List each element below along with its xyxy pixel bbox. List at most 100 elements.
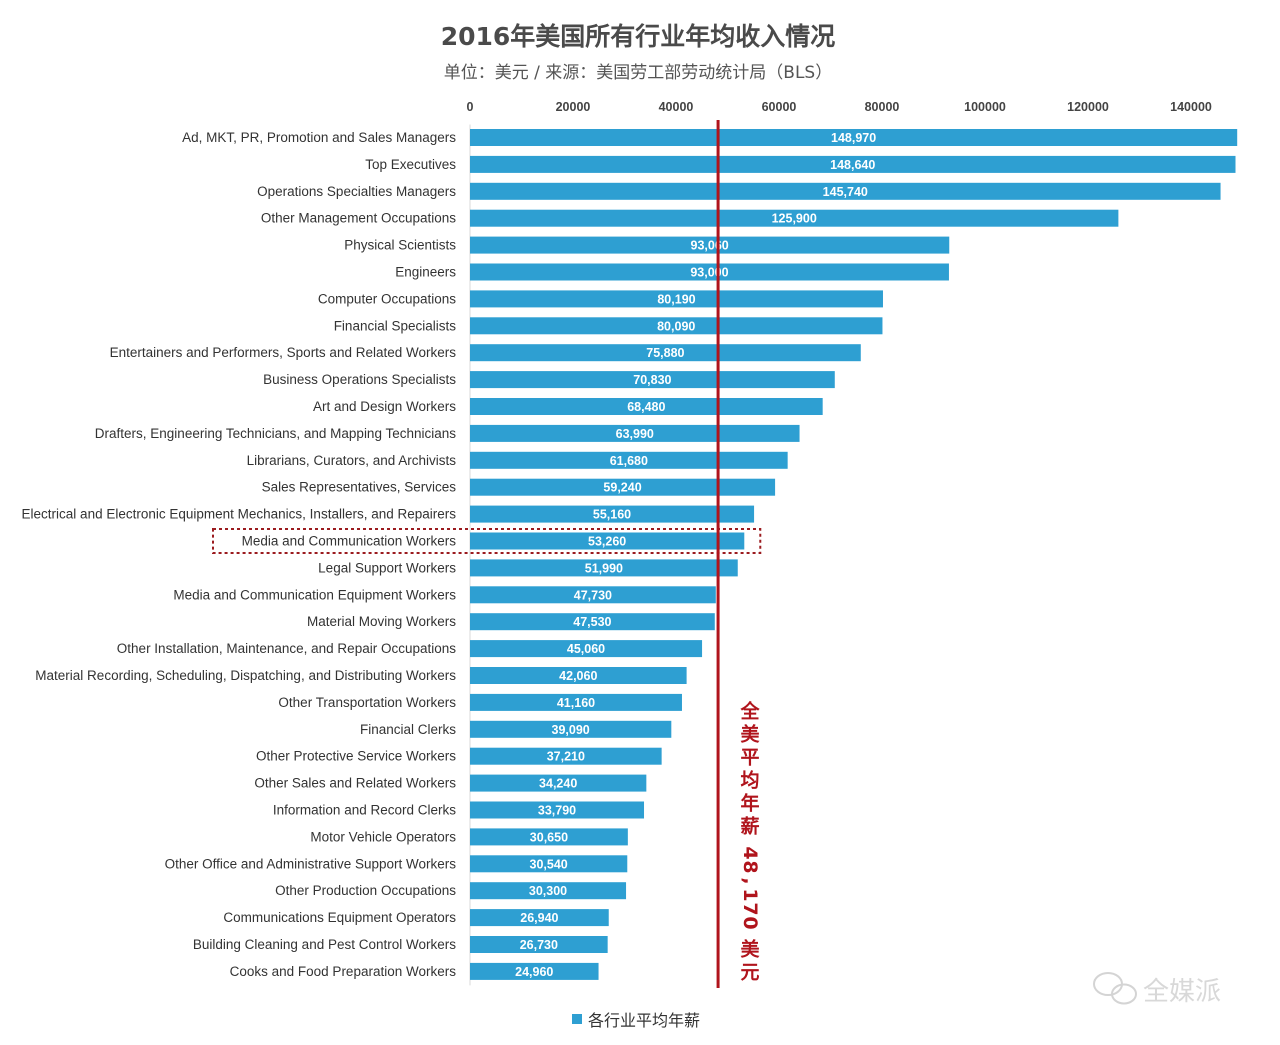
category-label: Communications Equipment Operators [223,910,456,925]
category-label: Top Executives [365,157,456,172]
bar [470,640,703,658]
bar [470,747,662,765]
category-label: Electrical and Electronic Equipment Mech… [22,507,457,522]
bar [470,613,715,631]
bar [470,962,599,980]
category-label: Engineers [395,265,456,280]
category-label: Physical Scientists [344,238,456,253]
bar-value-label: 145,740 [823,185,868,199]
average-label-char: 8 [739,860,761,873]
bar [470,209,1119,227]
bar-value-label: 53,260 [588,535,626,549]
bar-value-label: 34,240 [539,777,577,791]
watermark-text: 全媒派 [1143,977,1221,1007]
bar [470,236,950,254]
category-label: Librarians, Curators, and Archivists [247,453,457,468]
average-label-char: 均 [740,769,759,792]
category-label: Entertainers and Performers, Sports and … [110,345,457,360]
bar-value-label: 148,640 [830,158,875,172]
category-label: Building Cleaning and Pest Control Worke… [193,937,456,952]
highlight-box [212,528,762,554]
category-labels: Ad, MKT, PR, Promotion and Sales Manager… [22,130,457,979]
category-label: Financial Clerks [360,722,456,737]
bar-value-label: 61,680 [610,454,648,468]
bar [470,505,755,523]
category-label: Media and Communication Workers [242,534,457,549]
average-label-char: , [739,877,761,884]
category-label: Material Moving Workers [307,614,456,629]
category-label: Other Production Occupations [275,883,456,898]
category-label: Material Recording, Scheduling, Dispatch… [35,668,456,683]
legend-swatch [572,1014,582,1024]
x-tick-label: 60000 [762,100,797,114]
bar-value-label: 75,880 [646,346,684,360]
average-label-char: 薪 [740,815,759,838]
average-label-char: 0 [739,916,761,929]
wechat-icon [1093,972,1137,1005]
chart-title: 2016年美国所有行业年均收入情况 [441,22,836,51]
average-label-char: 1 [739,888,761,901]
category-label: Ad, MKT, PR, Promotion and Sales Manager… [182,130,456,145]
bar-value-label: 30,650 [530,830,568,844]
category-label: Other Protective Service Workers [256,749,456,764]
x-tick-label: 100000 [964,100,1006,114]
bar-value-label: 80,090 [657,319,695,333]
bar-value-label: 45,060 [567,642,605,656]
x-tick-label: 40000 [659,100,694,114]
x-tick-label: 0 [467,100,474,114]
bar-value-label: 70,830 [633,373,671,387]
watermark: 全媒派 [1093,972,1221,1007]
bar-value-label: 33,790 [538,804,576,818]
bar [470,828,628,846]
category-label: Business Operations Specialists [263,372,456,387]
bar-value-label: 47,530 [573,615,611,629]
average-label-char: 7 [739,902,761,915]
category-label: Media and Communication Equipment Worker… [173,587,456,602]
bar [470,182,1221,200]
average-label-char: 美 [740,723,760,746]
category-label: Drafters, Engineering Technicians, and M… [95,426,456,441]
average-label-char: 美 [740,938,760,961]
bar [470,290,883,308]
bar [470,882,627,900]
category-label: Cooks and Food Preparation Workers [230,964,457,979]
bar-value-label: 125,900 [772,212,817,226]
bar [470,532,745,550]
average-label-char: 元 [740,962,759,984]
bar [470,936,608,953]
bar [470,667,687,684]
category-label: Other Installation, Maintenance, and Rep… [117,641,456,656]
bar-value-label: 59,240 [603,481,641,495]
x-tick-label: 140000 [1170,100,1212,114]
bars: 148,970 148,640 145,740 125,900 93,060 93,000… [470,129,1238,980]
category-label: Computer Occupations [318,291,456,306]
bar [470,317,883,335]
legend-label: 各行业平均年薪 [588,1011,700,1030]
bar [470,559,738,577]
bar [470,371,835,389]
category-label: Sales Representatives, Services [262,480,457,495]
legend: 各行业平均年薪 [572,1011,700,1030]
bar-value-label: 41,160 [557,696,595,710]
x-tick-label: 20000 [556,100,591,114]
category-label: Operations Specialties Managers [257,184,456,199]
bar-value-label: 55,160 [593,508,631,522]
bar [470,801,645,819]
category-label: Financial Specialists [334,318,457,333]
bar-value-label: 47,730 [574,588,612,602]
bar [470,451,788,469]
bar [470,398,823,415]
bar [470,909,609,927]
bar-value-label: 30,300 [529,884,567,898]
bar-value-label: 39,090 [552,723,590,737]
bar-value-label: 51,990 [585,561,623,575]
bar-value-label: 26,730 [520,938,558,952]
bar-value-label: 93,000 [690,266,728,280]
bar [470,155,1236,173]
average-label-char: 4 [739,846,761,859]
bar-value-label: 93,060 [691,239,729,253]
bar-value-label: 68,480 [627,400,665,414]
bar-value-label: 63,990 [616,427,654,441]
bar [470,774,647,792]
